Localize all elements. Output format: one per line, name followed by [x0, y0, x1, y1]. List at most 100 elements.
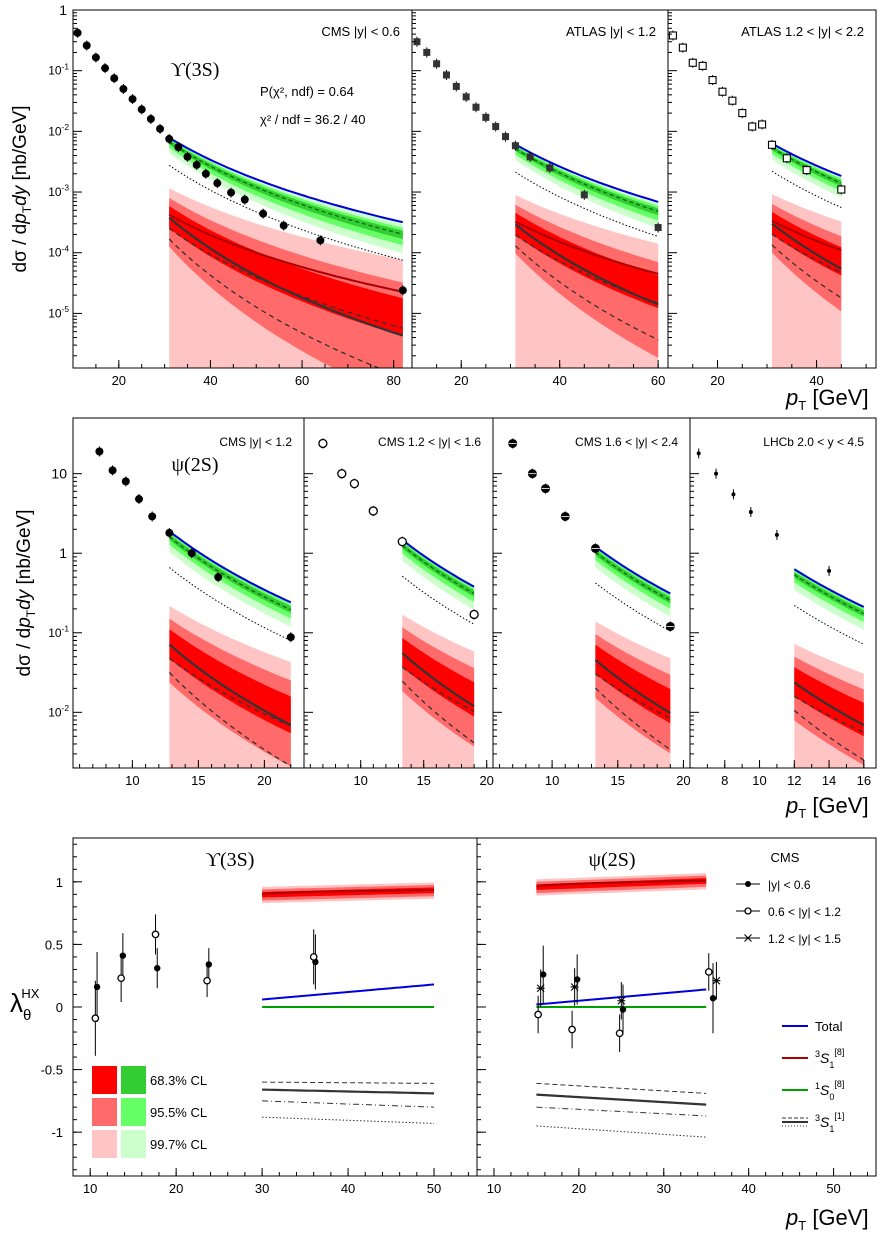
lambda-3S1-octet-line: [536, 879, 707, 888]
model-1S0-line: [771, 147, 842, 184]
lambda-data-point: [91, 1014, 100, 1023]
y-tick-label: 1: [59, 545, 67, 561]
data-point: [482, 113, 490, 121]
lambda-data-point: [568, 1025, 576, 1034]
data-point: [318, 438, 328, 449]
cl-label: 99.7% CL: [150, 1137, 207, 1152]
y-axis-label: dσ / dpTdy [nb/GeV]: [10, 106, 34, 273]
x-tick-label: 20: [710, 373, 724, 388]
x-tick-label: 16: [857, 773, 871, 788]
lambda-panel-2: 10 20 30 40 50 ψ(2S): [476, 837, 877, 1196]
data-point: [654, 224, 662, 232]
data-point: [95, 447, 104, 456]
lambda-panel-title: ψ(2S): [589, 849, 636, 871]
data-point: [748, 509, 753, 514]
data-point: [782, 154, 791, 163]
cl-label: 68.3% CL: [150, 1073, 207, 1088]
data-point: [546, 164, 554, 172]
x-tick-label: 30: [657, 1181, 671, 1196]
x-tick-label: 10: [83, 1181, 97, 1196]
psi-panel-2: 10 15 20 CMS 1.2 < |y| < 1.6: [303, 417, 494, 788]
x-tick-label: 40: [809, 373, 823, 388]
lambda-data-point: [617, 996, 626, 1005]
x-tick-label: 20: [454, 373, 468, 388]
data-point: [668, 31, 678, 40]
model-red-band-68: [515, 212, 659, 309]
panel-frame: [689, 417, 877, 769]
lambda-3S1-octet-line: [261, 889, 434, 896]
lambda-data-point: [540, 971, 547, 978]
lambda-data-point: [615, 1029, 624, 1038]
x-tick-label: 10: [545, 773, 559, 788]
cl-red-swatch: [92, 1066, 117, 1094]
data-point: [718, 87, 727, 96]
model-1S0-line: [169, 536, 292, 611]
y-tick-label: 10-2: [48, 703, 69, 719]
lambda-singlet-line: [262, 1088, 435, 1095]
model-singlet-line: [168, 643, 292, 726]
data-point: [738, 109, 747, 118]
x-tick-label: 40: [741, 1181, 755, 1196]
model-1S0-line: [168, 141, 403, 235]
x-axis-label-middle: pT [GeV]: [785, 793, 869, 821]
model-singlet-dash2-line: [168, 227, 403, 329]
data-point: [462, 93, 470, 101]
legend-entry: 0.6 < |y| < 1.2: [768, 905, 841, 919]
data-point: [349, 478, 360, 489]
model-green-band-68: [595, 549, 671, 604]
legend-marker: [744, 907, 752, 915]
x-axis-label-bottom: pT [GeV]: [785, 1205, 869, 1233]
psi-model-4: [793, 567, 865, 768]
data-point: [337, 469, 347, 479]
data-point: [827, 568, 832, 573]
data-point: [137, 105, 146, 114]
data-point: [728, 96, 737, 105]
data-point: [240, 195, 249, 204]
y-tick-label: 10-1: [48, 61, 69, 77]
data-point: [469, 609, 479, 620]
data-point: [183, 152, 192, 161]
data-point: [774, 532, 779, 537]
lambda-data-point: [203, 976, 211, 985]
data-point: [714, 471, 719, 476]
model-singlet-dash-line: [168, 238, 381, 368]
legend-model: 3S1[8]: [815, 1047, 844, 1070]
lambda-data-point: [117, 974, 125, 983]
x-tick-label: 80: [386, 373, 400, 388]
model-1S0-line: [595, 551, 671, 601]
model-singlet-line: [771, 222, 842, 270]
model-total-line: [793, 568, 865, 608]
x-tick-label: 40: [341, 1181, 355, 1196]
model-singlet-dash2-line: [793, 695, 865, 733]
psi-panel-4: 8 10 12 14 16 LHCb 2.0 < y < 4.5: [689, 417, 877, 788]
model-singlet-line: [594, 659, 671, 714]
ups-panel-3: 20 40 ATLAS 1.2 < |y| < 2.2: [667, 9, 877, 388]
ups-model-2: [514, 143, 659, 368]
model-green-band-68: [169, 534, 291, 613]
data-point: [156, 124, 165, 133]
x-tick-label: 50: [826, 1181, 840, 1196]
model-singlet-dash2-line: [595, 673, 671, 719]
model-singlet-dash-line: [594, 687, 671, 751]
cl-red-swatch: [92, 1130, 117, 1158]
y-tick-label: 10-3: [48, 183, 69, 199]
data-point: [119, 84, 128, 93]
cl-green-swatch: [121, 1130, 146, 1158]
ups-panel-1: 20 40 60 80 CMS |y| < 0.6: [72, 9, 413, 388]
lambda-data-point: [704, 968, 713, 976]
model-singlet-dash-line: [514, 245, 659, 341]
model-red-band-68: [794, 667, 864, 737]
x-tick-label: 20: [112, 373, 126, 388]
x-tick-label: 20: [572, 1181, 586, 1196]
cl-green-swatch: [121, 1066, 146, 1094]
data-point: [128, 95, 137, 104]
data-point: [368, 506, 378, 516]
psi-panel-1: 10 15 20 CMS |y| < 1.2: [72, 417, 305, 788]
data-point: [442, 71, 450, 79]
model-dotted-line: [595, 582, 671, 632]
model-green-band-68: [515, 146, 659, 216]
data-point: [433, 60, 441, 68]
data-point: [731, 492, 736, 497]
model-singlet-line: [793, 681, 865, 727]
model-dotted-line: [515, 171, 659, 237]
